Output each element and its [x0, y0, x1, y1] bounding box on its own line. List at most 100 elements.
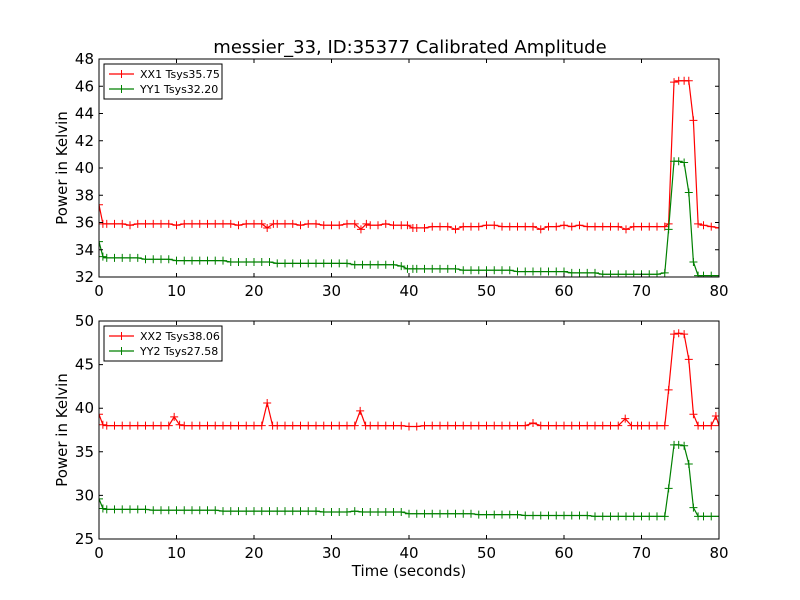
bottom-y-tick-label: 30	[75, 486, 94, 504]
top-series-1-point	[467, 266, 475, 275]
top-legend-label-0: XX1 Tsys35.75	[140, 68, 220, 81]
bottom-series-0-point	[180, 421, 189, 430]
top-series-1-point	[203, 256, 212, 265]
top-series-0-point	[606, 222, 615, 231]
bottom-series-1-point	[312, 507, 320, 516]
top-legend-marker-1	[117, 85, 126, 93]
bottom-series-0-point	[250, 421, 258, 430]
bottom-legend: XX2 Tsys38.06 YY2 Tsys27.58	[103, 325, 223, 362]
bottom-series-0-point	[680, 330, 689, 339]
top-series-1-point	[544, 267, 553, 276]
top-series-1-point	[428, 264, 437, 273]
bottom-series-1-point	[226, 507, 235, 516]
top-series-0-point	[118, 219, 127, 228]
bottom-series-1-point	[288, 507, 297, 516]
bottom-series-0-point	[381, 421, 390, 430]
bottom-x-axis-label: Time (seconds)	[351, 562, 467, 580]
top-series-1-point	[343, 259, 351, 268]
bottom-series-0-point	[296, 421, 305, 430]
bottom-series-0-point	[110, 421, 119, 430]
bottom-series-1-point	[126, 505, 134, 514]
top-series-0-point	[715, 223, 719, 232]
bottom-series-0-point	[188, 421, 196, 430]
bottom-series-1-point	[653, 512, 661, 521]
top-series-0-point	[521, 222, 530, 231]
bottom-series-1-point	[250, 507, 258, 516]
top-series-1-point	[591, 268, 599, 277]
top-series-0-point	[172, 221, 181, 230]
top-legend-box	[103, 63, 223, 100]
bottom-series-1-point	[381, 507, 390, 516]
top-series-0-point	[552, 222, 561, 231]
bottom-series-0-point	[356, 406, 365, 415]
top-series-1-point	[684, 188, 693, 197]
bottom-series-0-point	[482, 421, 491, 430]
top-series-0-point	[164, 219, 173, 228]
top-series-0-point	[157, 219, 165, 228]
top-series-1-point	[141, 255, 150, 264]
bottom-series-1-point	[118, 505, 127, 514]
bottom-series-1-point	[536, 511, 545, 520]
top-series-0-point	[684, 76, 693, 85]
top-series-0-point	[203, 219, 212, 228]
top-x-tick-label: 60	[554, 282, 573, 300]
bottom-series-0-point	[637, 421, 646, 430]
bottom-series-0-point	[257, 421, 266, 430]
bottom-series-0-point	[335, 421, 344, 430]
top-series-0-point	[467, 222, 475, 231]
bottom-series-0-point	[598, 421, 607, 430]
top-series-0-point	[273, 219, 282, 228]
top-series-0-point	[583, 222, 592, 231]
top-series-1-point	[490, 266, 499, 275]
top-series-0-point	[436, 222, 444, 231]
top-series-0-point	[653, 222, 661, 231]
bottom-series-0-point	[707, 421, 716, 430]
bottom-series-1-point	[99, 494, 103, 503]
bottom-series-1-point	[110, 505, 119, 514]
top-series-1-point	[226, 258, 235, 267]
top-series-1-point	[575, 268, 584, 277]
top-series-1-point	[513, 267, 522, 276]
bottom-series-0-point	[203, 421, 212, 430]
bottom-series-0-point	[157, 421, 165, 430]
top-series-0-point	[637, 222, 646, 231]
bottom-series-0-point	[350, 421, 359, 430]
top-series-1-point	[188, 256, 196, 265]
bottom-series-1-point	[707, 512, 716, 521]
top-series-0-point	[110, 219, 119, 228]
top-series-1-point	[436, 264, 444, 273]
bottom-series-1-point	[203, 506, 212, 515]
top-series-1-point	[312, 259, 320, 268]
top-series-0-point	[490, 221, 499, 230]
bottom-series-1-point	[689, 503, 698, 512]
bottom-series-1-point	[560, 511, 568, 520]
bottom-series-1	[99, 440, 719, 521]
bottom-series-0-point	[467, 421, 475, 430]
bottom-series-1-point	[257, 507, 266, 516]
top-series-1-point	[459, 266, 468, 275]
top-x-tick-label: 0	[94, 282, 104, 300]
top-series-1-point	[99, 252, 107, 261]
top-series-0-point	[670, 78, 679, 87]
bottom-series-1-point	[490, 510, 499, 519]
top-series-0-point	[420, 223, 429, 232]
top-series-0-point	[257, 219, 266, 228]
bottom-series-0-point	[436, 421, 444, 430]
bottom-series-1-point	[273, 507, 282, 516]
top-series-0-point	[622, 225, 630, 234]
bottom-series-1-point	[505, 510, 514, 519]
bottom-series-1-point	[335, 507, 344, 516]
bottom-series-1-point	[265, 507, 274, 516]
bottom-series-0-point	[684, 355, 693, 364]
top-y-axis-label: Power in Kelvin	[53, 111, 71, 225]
bottom-x-tick-label: 20	[244, 544, 263, 562]
top-series-1-point	[451, 264, 460, 273]
top-series-1-point	[257, 258, 266, 267]
bottom-series-0-point	[226, 421, 235, 430]
bottom-series-1-point	[552, 511, 561, 520]
bottom-y-tick-label: 45	[75, 356, 94, 374]
bottom-x-tick-label: 30	[322, 544, 341, 562]
bottom-series-0-point	[141, 421, 150, 430]
bottom-series-0-point	[567, 421, 576, 430]
bottom-series-0-point	[575, 421, 584, 430]
